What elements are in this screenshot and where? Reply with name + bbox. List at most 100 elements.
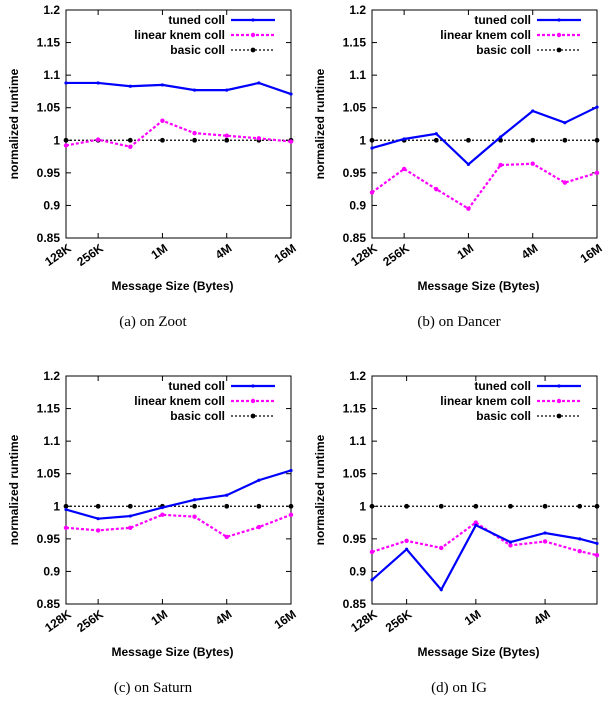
y-tick-label: 1.1 bbox=[43, 68, 60, 82]
data-point-linear bbox=[192, 130, 197, 136]
data-point-linear bbox=[95, 528, 101, 533]
data-point-basic bbox=[562, 137, 568, 143]
data-point-basic bbox=[404, 503, 410, 509]
legend-label-tuned: tuned coll bbox=[168, 13, 225, 27]
data-point-linear bbox=[434, 186, 439, 192]
x-tick-label: 256K bbox=[380, 241, 412, 269]
plot-frame bbox=[371, 375, 598, 605]
series-line-linear bbox=[371, 162, 598, 211]
legend-label-linear: linear knem coll bbox=[134, 28, 225, 42]
legend-marker-linear bbox=[556, 32, 562, 38]
y-tick-label: 1 bbox=[359, 499, 366, 513]
data-point-linear bbox=[63, 525, 69, 530]
caption-ig: (d) on IG bbox=[431, 680, 487, 696]
data-point-basic bbox=[438, 503, 444, 509]
data-point-basic bbox=[577, 503, 583, 509]
series-line-tuned bbox=[65, 469, 292, 520]
y-tick-label: 1.1 bbox=[349, 434, 366, 448]
y-tick-label: 0.85 bbox=[343, 597, 367, 611]
data-point-tuned bbox=[370, 146, 374, 150]
data-point-linear bbox=[594, 552, 600, 558]
data-point-linear bbox=[369, 190, 375, 195]
data-point-basic bbox=[63, 503, 69, 509]
data-point-tuned bbox=[160, 83, 165, 87]
series-line-tuned bbox=[371, 523, 598, 592]
data-point-tuned bbox=[225, 88, 229, 92]
data-point-linear bbox=[63, 143, 69, 148]
legend-label-linear: linear knem coll bbox=[440, 394, 531, 408]
data-point-basic bbox=[192, 137, 197, 143]
data-point-basic bbox=[256, 503, 262, 509]
data-point-linear bbox=[224, 534, 229, 540]
y-tick-label: 1.2 bbox=[349, 369, 366, 383]
caption-dancer: (b) on Dancer bbox=[417, 314, 501, 330]
y-tick-label: 0.9 bbox=[43, 564, 60, 578]
legend-marker-basic bbox=[250, 413, 256, 419]
x-tick-label: 1M bbox=[148, 607, 170, 628]
data-point-linear bbox=[498, 162, 503, 168]
data-point-tuned bbox=[531, 109, 535, 113]
caption-saturn: (c) on Saturn bbox=[113, 680, 193, 696]
chart-panel-zoot: 0.85 0.9 0.95 1 1.05 1.1 1.15 1.2 128K 256K 1M 4M 16… bbox=[0, 0, 306, 353]
x-axis-label: Message Size (Bytes) bbox=[111, 279, 233, 293]
series-line-tuned bbox=[371, 106, 598, 166]
y-tick-label: 1.2 bbox=[349, 3, 366, 17]
chart-svg-saturn: 0.85 0.9 0.95 1 1.05 1.1 1.15 1.2 128K 256K 1M 4M 16… bbox=[7, 369, 299, 659]
x-tick-label: 1M bbox=[462, 607, 484, 628]
data-point-linear bbox=[128, 525, 133, 530]
data-point-tuned bbox=[225, 493, 229, 497]
legend-marker-linear bbox=[250, 398, 256, 404]
chart-panel-dancer: 0.85 0.9 0.95 1 1.05 1.1 1.15 1.2 128K 256K 1M 4M 16… bbox=[306, 0, 612, 353]
data-point-linear bbox=[369, 549, 375, 555]
data-point-tuned bbox=[578, 537, 582, 541]
x-tick-label: 256K bbox=[74, 241, 106, 269]
data-point-linear bbox=[530, 161, 535, 166]
data-point-tuned bbox=[405, 547, 409, 551]
y-tick-label: 1.05 bbox=[343, 467, 367, 481]
y-tick-label: 1.2 bbox=[43, 369, 60, 383]
legend-marker-linear bbox=[556, 398, 562, 404]
x-tick-label: 4M bbox=[519, 241, 541, 262]
legend-label-tuned: tuned coll bbox=[474, 13, 531, 27]
x-tick-label: 128K bbox=[42, 241, 74, 269]
data-point-basic bbox=[127, 137, 133, 143]
data-point-tuned bbox=[96, 517, 100, 521]
legend-label-basic: basic coll bbox=[476, 409, 531, 423]
data-point-basic bbox=[369, 503, 375, 509]
data-point-basic bbox=[95, 503, 101, 509]
x-tick-label: 128K bbox=[348, 241, 380, 269]
data-point-basic bbox=[473, 503, 479, 509]
chart-panel-saturn: 0.85 0.9 0.95 1 1.05 1.1 1.15 1.2 128K 256K 1M 4M 16… bbox=[0, 366, 306, 719]
y-tick-label: 1.15 bbox=[37, 402, 61, 416]
data-point-tuned bbox=[543, 531, 547, 535]
data-point-tuned bbox=[64, 507, 68, 512]
x-tick-label: 16M bbox=[272, 607, 299, 632]
x-axis-label: Message Size (Bytes) bbox=[111, 645, 233, 659]
data-point-tuned bbox=[96, 81, 100, 85]
data-point-tuned bbox=[474, 523, 478, 527]
data-point-basic bbox=[594, 137, 600, 143]
data-point-tuned bbox=[160, 505, 165, 510]
data-point-linear bbox=[542, 539, 548, 544]
data-point-basic bbox=[224, 503, 230, 509]
x-tick-label: 4M bbox=[213, 607, 235, 628]
y-tick-label: 0.85 bbox=[37, 597, 61, 611]
data-point-linear bbox=[401, 166, 407, 172]
data-point-linear bbox=[288, 139, 294, 144]
data-point-basic bbox=[288, 503, 294, 509]
data-point-tuned bbox=[434, 132, 438, 136]
data-point-tuned bbox=[257, 478, 261, 482]
data-point-basic bbox=[433, 137, 439, 143]
y-tick-label: 1.05 bbox=[343, 101, 367, 115]
data-point-linear bbox=[95, 137, 101, 142]
y-tick-label: 0.9 bbox=[349, 198, 366, 212]
data-point-linear bbox=[160, 118, 165, 123]
y-tick-label: 1.1 bbox=[349, 68, 366, 82]
series-line-tuned bbox=[66, 81, 292, 96]
y-tick-label: 1 bbox=[53, 133, 60, 147]
series-line-linear bbox=[65, 119, 292, 148]
x-tick-label: 256K bbox=[383, 607, 415, 635]
legend-label-basic: basic coll bbox=[170, 43, 225, 57]
y-tick-label: 1.15 bbox=[343, 36, 367, 50]
data-point-linear bbox=[256, 524, 262, 530]
